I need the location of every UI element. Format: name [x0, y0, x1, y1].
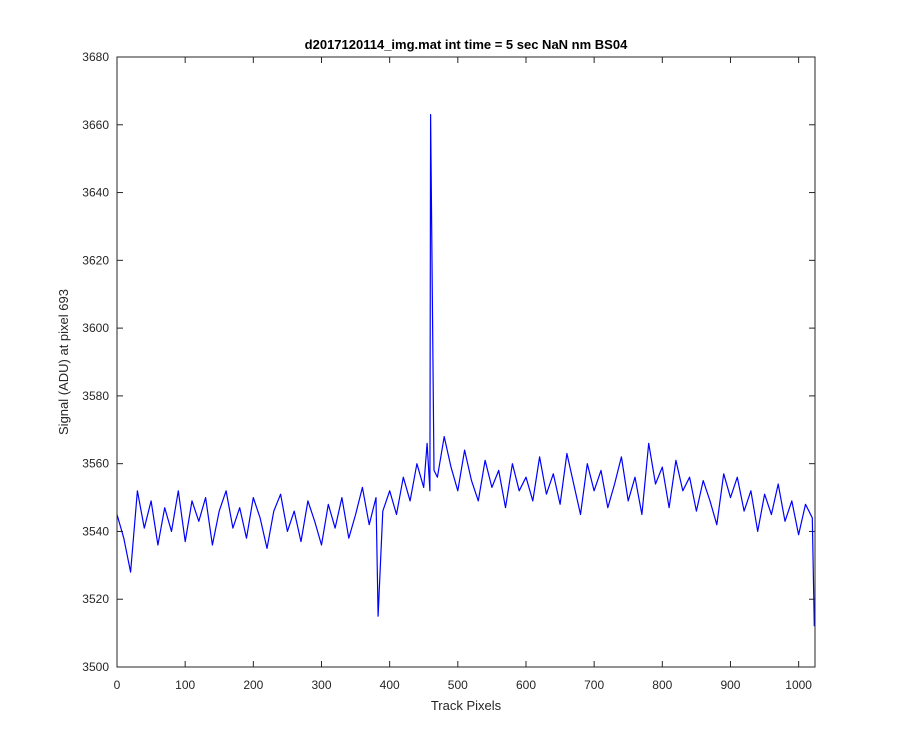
y-tick-label: 3620: [82, 253, 109, 267]
x-tick-label: 600: [516, 678, 536, 692]
y-axis-label: Signal (ADU) at pixel 693: [56, 289, 71, 435]
plot-frame: [116, 56, 816, 668]
x-tick-label: 500: [448, 678, 468, 692]
y-tick-label: 3540: [82, 524, 109, 538]
series-line: [116, 113, 815, 627]
x-tick-label: 0: [114, 678, 121, 692]
plot-background: [117, 57, 815, 667]
y-tick-label: 3660: [82, 118, 109, 132]
y-tick-label: 3580: [82, 389, 109, 403]
x-tick-label: 200: [243, 678, 263, 692]
x-tick-label: 100: [175, 678, 195, 692]
axis-ticks: 0 100 200 300 400 500 600 700 800 900 1000 3500 3520…: [82, 50, 815, 692]
x-axis-label: Track Pixels: [431, 698, 502, 713]
x-tick-label: 800: [652, 678, 672, 692]
y-tick-label: 3560: [82, 457, 109, 471]
y-tick-label: 3600: [82, 321, 109, 335]
x-tick-label: 1000: [785, 678, 812, 692]
series-layer: [116, 113, 815, 627]
x-tick-label: 700: [584, 678, 604, 692]
y-tick-label: 3680: [82, 50, 109, 64]
x-tick-label: 400: [380, 678, 400, 692]
x-tick-label: 300: [311, 678, 331, 692]
chart-title: d2017120114_img.mat int time = 5 sec NaN…: [305, 37, 628, 52]
y-tick-label: 3640: [82, 186, 109, 200]
x-tick-label: 900: [720, 678, 740, 692]
y-tick-label: 3500: [82, 660, 109, 674]
y-tick-label: 3520: [82, 592, 109, 606]
